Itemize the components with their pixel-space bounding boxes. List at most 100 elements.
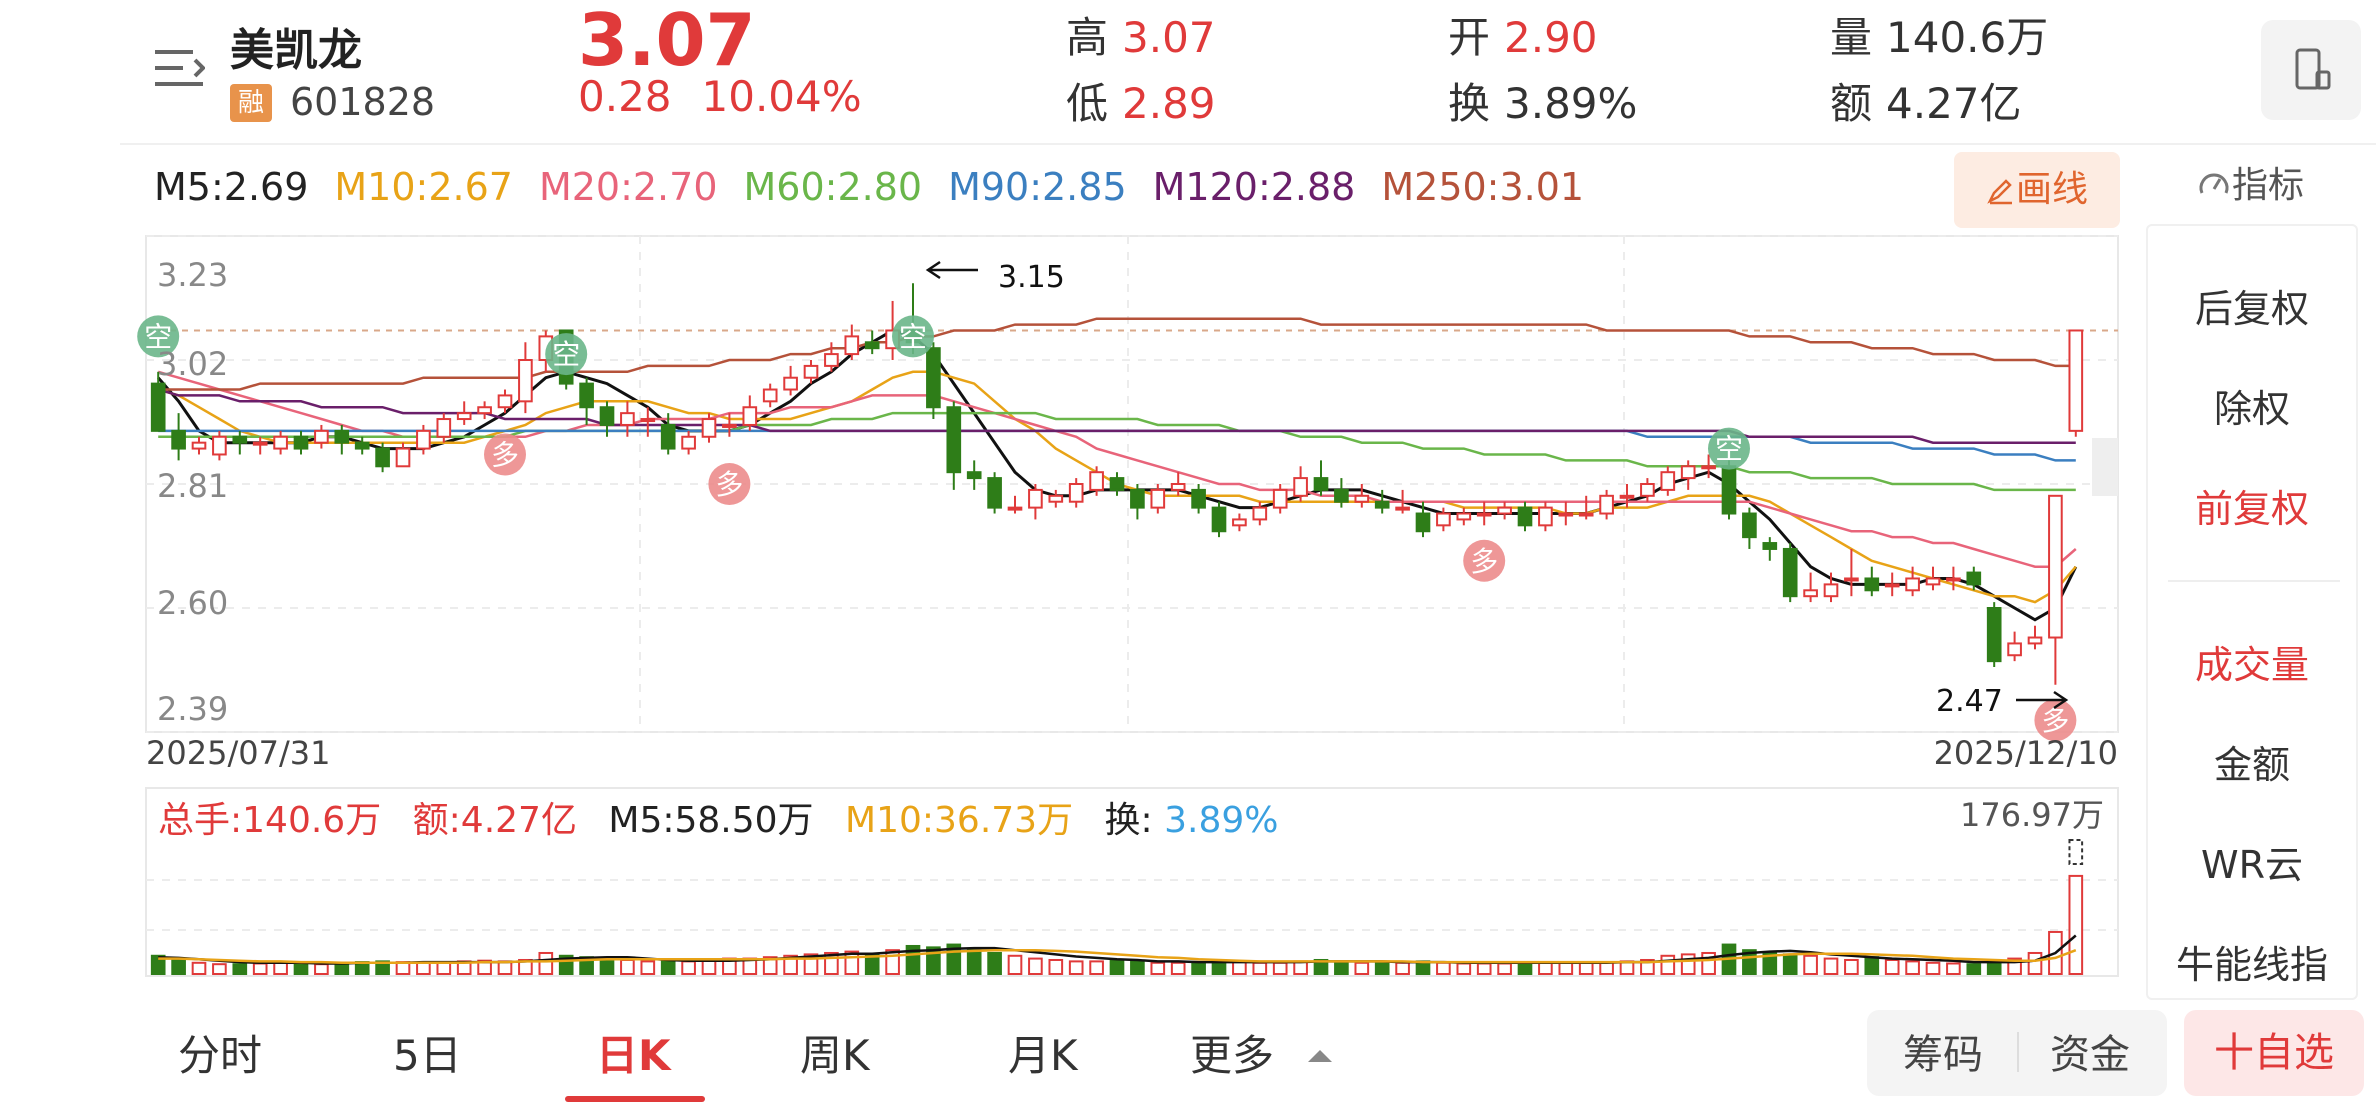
buy-signal-badge: 多 <box>484 433 526 476</box>
signal-circle <box>892 315 934 358</box>
candle-body <box>1538 506 1553 527</box>
volume-bar <box>599 957 615 976</box>
volume-bar <box>1436 961 1451 976</box>
option-volume[interactable]: 成交量 <box>2194 643 2309 687</box>
volume-bar <box>1640 958 1655 976</box>
sell-signal-badge: 空 <box>545 333 588 376</box>
candle <box>1068 478 1084 508</box>
candle <box>1925 566 1941 591</box>
volume-m10-label: M10:36.73万 <box>845 800 1073 841</box>
candle-body <box>824 353 839 367</box>
indicator-button[interactable]: 指标 <box>2196 156 2304 208</box>
volume-bar <box>1130 960 1145 976</box>
tab-more[interactable]: 更多 <box>1190 1022 1335 1083</box>
end-date-label: 2025/12/10 <box>1934 734 2118 772</box>
option-back-adjusted[interactable]: 后复权 <box>2194 287 2309 331</box>
candle <box>252 436 268 455</box>
option-wr-cloud[interactable]: WR云 <box>2201 843 2303 887</box>
volume-bar <box>762 956 778 976</box>
option-amount[interactable]: 金额 <box>2213 743 2290 787</box>
volume-bar <box>436 961 452 976</box>
candle-body <box>722 423 737 428</box>
volume-bar <box>1252 961 1268 976</box>
volume-bar <box>1068 960 1084 976</box>
quote-amount-value: 4.27亿 <box>1886 79 2022 128</box>
candle <box>1374 489 1390 514</box>
candle <box>1578 495 1594 520</box>
start-date-label: 2025/07/31 <box>146 734 330 772</box>
candle-body <box>1436 512 1451 527</box>
volume-bar <box>1823 957 1839 976</box>
draw-line-button[interactable]: 画线 <box>1954 152 2120 228</box>
candle <box>395 442 411 468</box>
volume-bar <box>783 954 798 976</box>
volume-bar <box>1925 961 1941 976</box>
candle-body <box>1497 506 1512 515</box>
candle <box>2027 625 2043 650</box>
candle-body <box>1823 583 1839 598</box>
quote-open-label: 开 <box>1448 13 1491 62</box>
candle <box>803 360 819 384</box>
candle <box>599 401 615 437</box>
candle <box>1170 472 1186 496</box>
candle-body <box>416 429 431 450</box>
option-ex-rights[interactable]: 除权 <box>2213 387 2290 431</box>
candle <box>1884 572 1900 597</box>
candle <box>212 430 227 461</box>
min-price-label: 2.47 <box>1936 684 2003 719</box>
candle <box>1599 489 1614 520</box>
ma-legend-m20: M20:2.70 <box>538 165 718 209</box>
landscape-toggle-button[interactable] <box>2261 20 2361 120</box>
tab-daily-k[interactable]: 日K <box>596 1031 671 1080</box>
candles <box>150 283 2084 685</box>
volume-bar <box>232 963 248 976</box>
ma-legend: M5:2.69 M10:2.67 M20:2.70 M60:2.80 M90:2.85 M… <box>154 165 1610 209</box>
signal-circle <box>1708 427 1750 470</box>
y-tick-label: 2.60 <box>157 584 228 622</box>
candle-body <box>783 376 798 391</box>
volume-bar <box>1905 960 1920 976</box>
add-watchlist-button[interactable]: 十自选 <box>2184 1010 2364 1096</box>
buy-signal-badge: 多 <box>2034 699 2077 742</box>
tab-5day[interactable]: 5日 <box>393 1031 462 1080</box>
candle-body <box>640 418 656 423</box>
volume-bar <box>1946 962 1961 976</box>
candle-body <box>844 335 860 356</box>
y-tick-label: 3.23 <box>157 256 228 294</box>
volume-bar <box>1660 954 1676 976</box>
candle-body <box>1272 488 1288 509</box>
tab-intraday[interactable]: 分时 <box>178 1031 263 1080</box>
candle <box>824 342 839 372</box>
candle-body <box>1150 488 1166 509</box>
tab-more-label: 更多 <box>1190 1031 1275 1080</box>
volume-bar <box>1762 951 1778 976</box>
candle-body <box>1986 607 2002 663</box>
candle-body <box>701 418 717 438</box>
candle <box>171 413 186 461</box>
signal-label: 空 <box>899 320 927 353</box>
quote-volume-label: 量 <box>1830 13 1873 62</box>
chips-button[interactable]: 筹码 <box>1903 1032 1983 1078</box>
candle-body <box>477 406 492 415</box>
tab-monthly-k[interactable]: 月K <box>1008 1031 1078 1080</box>
candle-body <box>1028 488 1043 509</box>
signal-circle <box>137 315 180 358</box>
scroll-handle[interactable] <box>2092 438 2118 496</box>
volume-bar <box>150 954 166 976</box>
volume-bar <box>2027 951 2043 976</box>
candle <box>497 389 513 414</box>
quote-high-value: 3.07 <box>1122 13 1216 62</box>
candle <box>1232 513 1247 532</box>
candle-body <box>1803 589 1818 598</box>
candle <box>1436 507 1451 532</box>
funds-button[interactable]: 资金 <box>2050 1032 2130 1078</box>
candle <box>2007 631 2022 662</box>
option-forward-adjusted[interactable]: 前复权 <box>2194 487 2309 531</box>
option-bull-line[interactable]: 牛能线指 <box>2175 943 2328 987</box>
tab-weekly-k[interactable]: 周K <box>800 1031 870 1080</box>
signal-circle <box>2034 699 2077 742</box>
candle-body <box>864 341 880 350</box>
menu-icon[interactable] <box>153 46 206 92</box>
candle-body <box>2027 636 2043 645</box>
